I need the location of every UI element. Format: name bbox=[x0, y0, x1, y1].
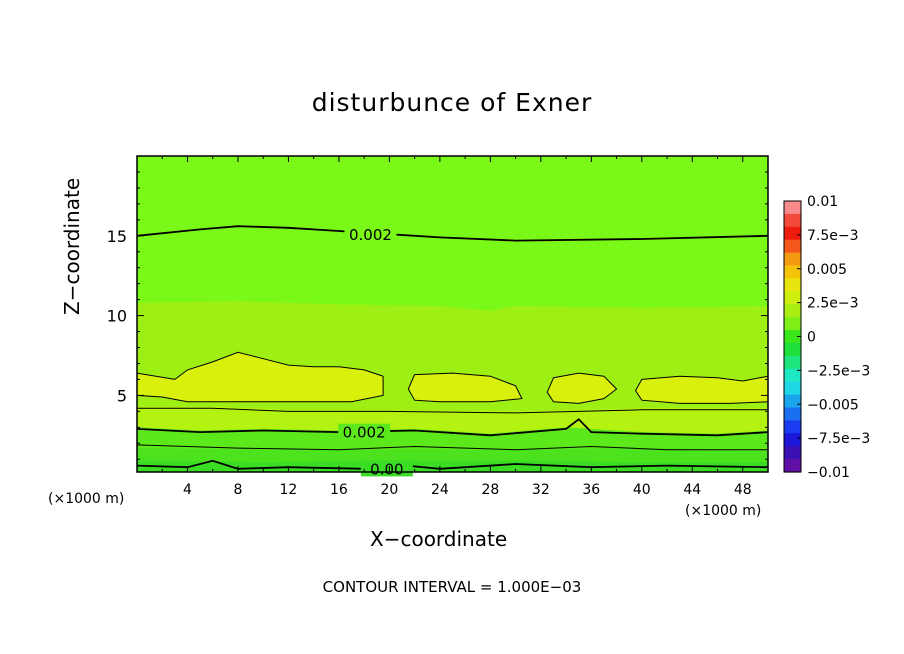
colorbar-label: 0 bbox=[807, 330, 816, 346]
colorbar-swatch bbox=[784, 420, 801, 434]
contour-label-2: 0.002 bbox=[343, 424, 386, 442]
colorbar-swatch bbox=[784, 407, 801, 421]
colorbar-label: −0.005 bbox=[807, 397, 859, 413]
colorbar-swatch bbox=[784, 201, 801, 215]
contour-cell-1 bbox=[136, 351, 384, 403]
colorbar-swatch bbox=[784, 381, 801, 396]
x-tick-label: 36 bbox=[582, 482, 600, 498]
x-tick-label: 20 bbox=[380, 482, 398, 498]
chart-title: disturbunce of Exner bbox=[311, 88, 593, 117]
cell-1 bbox=[137, 352, 384, 402]
colorbar-swatch bbox=[784, 304, 801, 318]
contour-label-bg-2 bbox=[338, 423, 391, 440]
x-tick-label: 24 bbox=[431, 482, 449, 498]
colorbar-label: 7.5e−3 bbox=[807, 228, 859, 244]
contour-lines: 0.002 0.002 0.00 bbox=[136, 225, 769, 478]
colorbar-swatch bbox=[784, 317, 801, 331]
colorbar-swatch bbox=[784, 355, 801, 370]
y-tick-label: 10 bbox=[107, 307, 127, 326]
field-surface bbox=[137, 460, 768, 472]
x-tick-label: 40 bbox=[633, 482, 651, 498]
y-tick-label: 5 bbox=[117, 386, 127, 405]
contour-label-1: 0.002 bbox=[349, 226, 392, 244]
colorbar-label: −7.5e−3 bbox=[807, 431, 870, 447]
colorbar-swatch bbox=[784, 226, 801, 241]
colorbar-swatch bbox=[784, 446, 801, 460]
colorbar-label: −0.01 bbox=[807, 465, 850, 481]
y-axis: 5 10 15 bbox=[107, 171, 768, 460]
colorbar-swatch bbox=[784, 252, 801, 267]
z-unit-label: (×1000 m) bbox=[48, 491, 125, 507]
x-tick-label: 8 bbox=[233, 482, 242, 498]
x-axis-label: X−coordinate bbox=[370, 527, 508, 551]
contour-cell-3 bbox=[546, 372, 618, 404]
x-tick-label: 44 bbox=[683, 482, 701, 498]
x-tick-label: 48 bbox=[734, 482, 752, 498]
contour-label-bg-1 bbox=[344, 225, 397, 242]
colorbar-swatch bbox=[784, 342, 801, 357]
color-field bbox=[137, 156, 768, 472]
colorbar-swatch bbox=[784, 459, 801, 473]
plot-frame bbox=[136, 155, 769, 473]
x-unit-label: (×1000 m) bbox=[685, 503, 762, 519]
contour-lower bbox=[136, 444, 768, 451]
x-axis: 4 8 12 16 20 24 28 32 36 40 44 48 bbox=[161, 156, 752, 498]
cell-4 bbox=[635, 376, 768, 404]
colorbar-swatch bbox=[784, 239, 801, 254]
contour-label-3: 0.00 bbox=[370, 460, 403, 478]
colorbar-swatch bbox=[784, 368, 801, 383]
colorbar-swatch bbox=[784, 330, 801, 344]
colorbar-label: 2.5e−3 bbox=[807, 296, 859, 312]
colorbar-swatch bbox=[784, 265, 801, 280]
colorbar-label: 0.005 bbox=[807, 262, 847, 278]
colorbar-label: 0.01 bbox=[807, 194, 838, 210]
cell-3 bbox=[547, 373, 617, 404]
x-tick-label: 16 bbox=[330, 482, 348, 498]
cell-2 bbox=[408, 373, 522, 402]
colorbar-label: −2.5e−3 bbox=[807, 363, 870, 379]
contour-low bbox=[136, 418, 769, 437]
contour-interval-note: CONTOUR INTERVAL = 1.000E−03 bbox=[322, 578, 582, 596]
x-tick-label: 28 bbox=[481, 482, 499, 498]
x-tick-label: 4 bbox=[183, 482, 192, 498]
x-tick-label: 12 bbox=[280, 482, 298, 498]
colorbar-swatch bbox=[784, 433, 801, 447]
contour-band-top bbox=[137, 407, 768, 414]
x-tick-label: 32 bbox=[532, 482, 550, 498]
contour-upper bbox=[136, 225, 769, 242]
y-tick-label: 15 bbox=[107, 227, 127, 246]
colorbar-swatch bbox=[784, 394, 801, 409]
colorbar-swatch bbox=[784, 213, 801, 228]
colorbar-swatch bbox=[784, 278, 801, 292]
colorbar: 0.01 7.5e−3 0.005 2.5e−3 0 −2.5e−3 −0.005 −7.5e… bbox=[783, 194, 870, 481]
contour-cell-2 bbox=[407, 372, 523, 403]
colorbar-swatch bbox=[784, 291, 801, 305]
